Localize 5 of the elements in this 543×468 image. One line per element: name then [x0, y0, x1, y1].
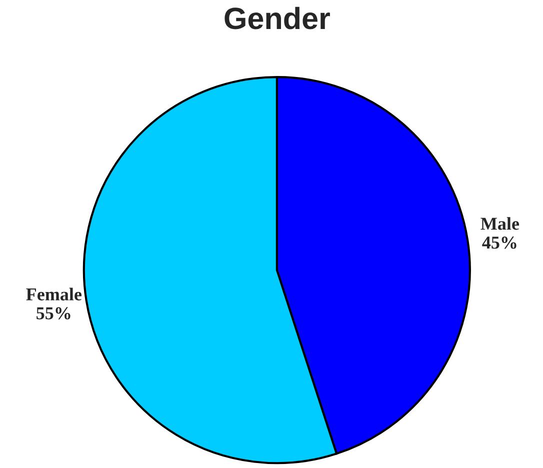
data-label: 45%: [482, 236, 516, 249]
slice-label: Female: [26, 288, 82, 300]
chart-title: Gender: [224, 6, 330, 30]
slice-label: Male: [480, 217, 520, 230]
data-label: 55%: [36, 307, 70, 320]
